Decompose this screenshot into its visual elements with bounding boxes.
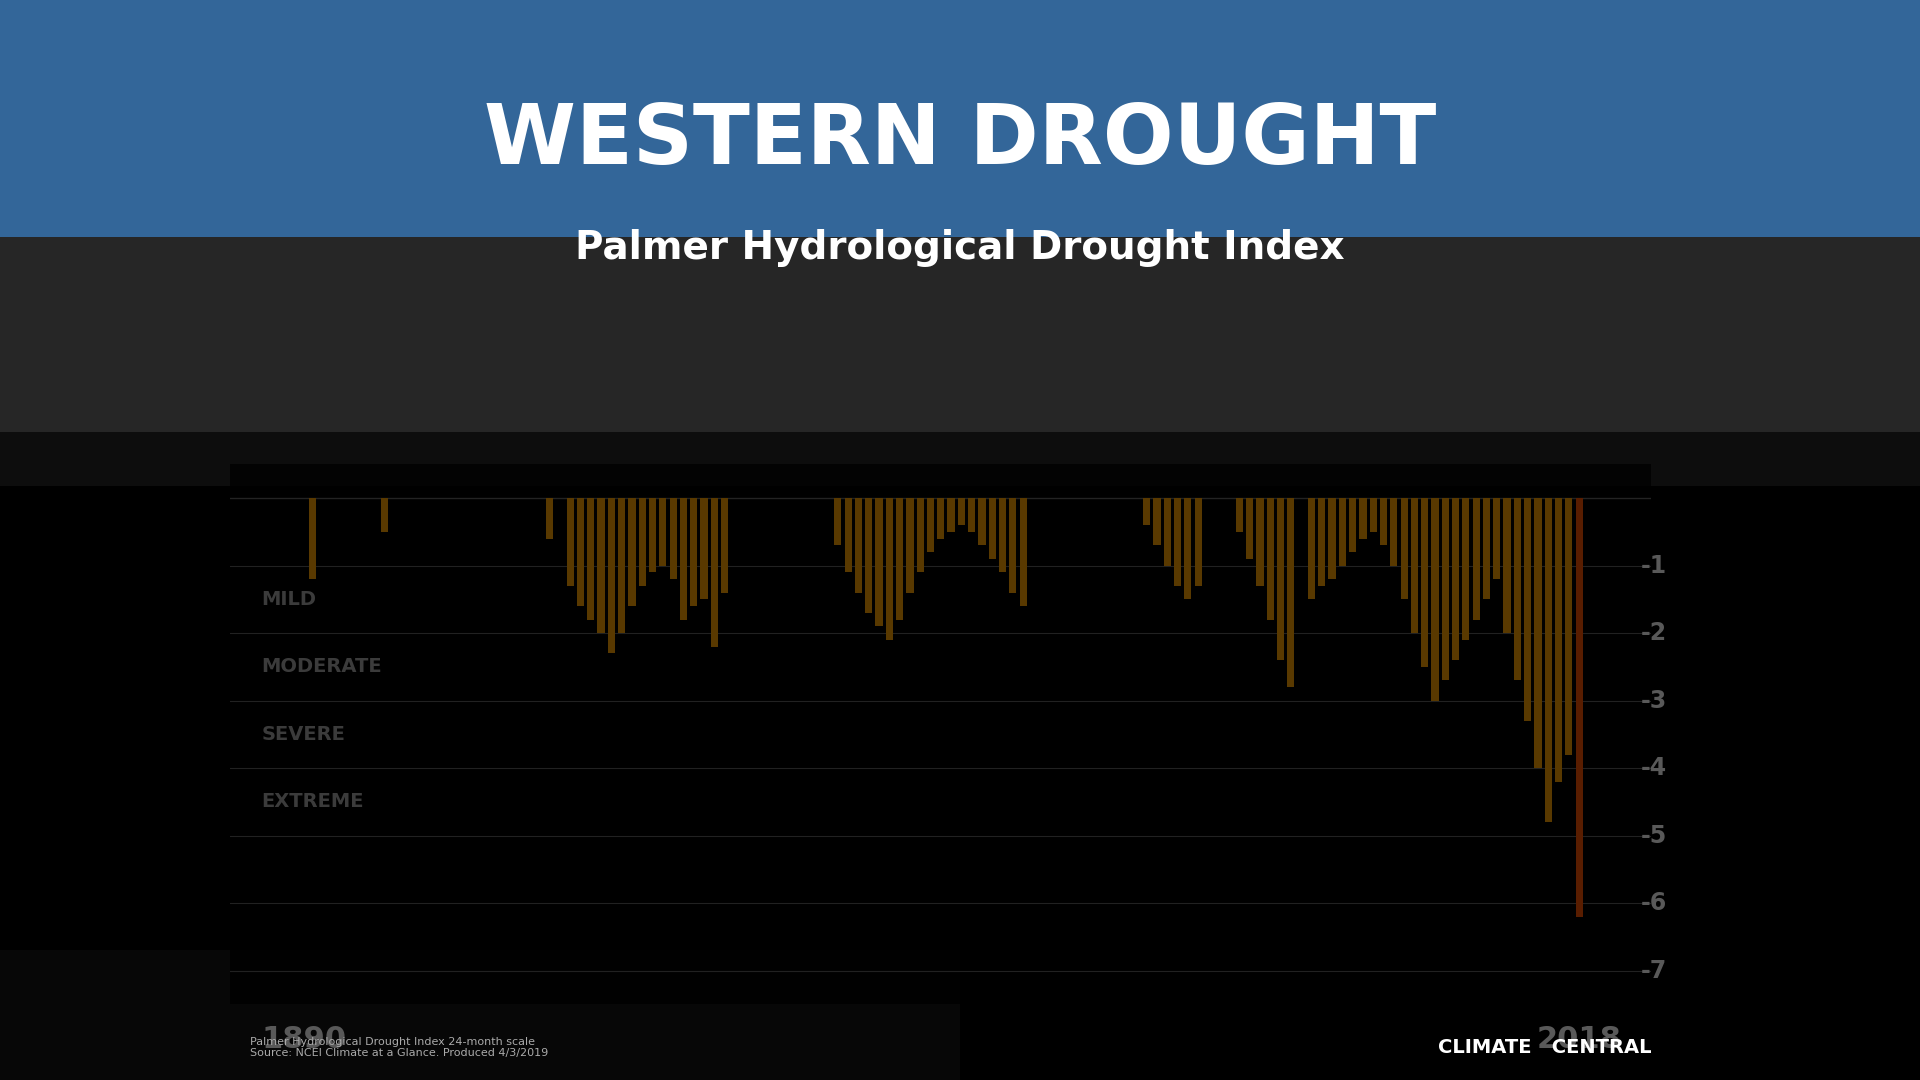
Bar <box>876 498 883 626</box>
Bar <box>710 498 718 647</box>
Bar <box>588 498 595 620</box>
Bar <box>854 498 862 593</box>
Bar <box>1369 498 1377 531</box>
Bar <box>1359 498 1367 539</box>
Bar <box>979 498 985 545</box>
Bar <box>309 498 317 579</box>
Bar <box>1463 498 1469 639</box>
Bar <box>1524 498 1532 721</box>
Bar <box>1154 498 1160 545</box>
Text: 2018: 2018 <box>1536 1025 1622 1054</box>
Bar <box>989 498 996 559</box>
Bar <box>927 498 935 552</box>
Bar <box>649 498 657 572</box>
Bar <box>701 498 708 599</box>
Bar <box>1380 498 1386 545</box>
Bar <box>885 498 893 639</box>
Bar <box>576 498 584 606</box>
Bar <box>1432 498 1438 701</box>
Text: MILD: MILD <box>261 590 317 609</box>
Bar <box>1020 498 1027 606</box>
Bar <box>1421 498 1428 666</box>
Text: -7: -7 <box>1642 959 1667 983</box>
Bar <box>1185 498 1192 599</box>
Bar <box>1544 498 1551 822</box>
Bar <box>1319 498 1325 585</box>
Bar <box>1329 498 1336 579</box>
Bar <box>1494 498 1500 579</box>
Bar <box>1142 498 1150 525</box>
Bar <box>1256 498 1263 585</box>
Bar <box>1442 498 1450 680</box>
Bar <box>1473 498 1480 620</box>
Bar <box>968 498 975 531</box>
Text: EXTREME: EXTREME <box>261 793 363 811</box>
Bar <box>1565 498 1572 755</box>
Bar <box>1338 498 1346 566</box>
Bar <box>835 498 841 545</box>
Text: -6: -6 <box>1642 891 1667 915</box>
Bar <box>1555 498 1563 782</box>
Text: Palmer Hydrological Drought Index: Palmer Hydrological Drought Index <box>576 229 1344 268</box>
FancyBboxPatch shape <box>0 302 1920 1080</box>
Bar <box>845 498 852 572</box>
Bar <box>1513 498 1521 680</box>
Text: 1890: 1890 <box>261 1025 346 1054</box>
Text: MODERATE: MODERATE <box>261 658 382 676</box>
Bar <box>609 498 614 653</box>
Text: -2: -2 <box>1642 621 1667 645</box>
Bar <box>545 498 553 539</box>
Bar <box>1576 498 1582 917</box>
Text: -4: -4 <box>1642 756 1667 780</box>
Bar <box>597 498 605 633</box>
Bar <box>1534 498 1542 768</box>
Bar <box>689 498 697 606</box>
Text: Palmer Hydrological Drought Index 24-month scale
Source: NCEI Climate at a Glanc: Palmer Hydrological Drought Index 24-mon… <box>250 1037 547 1058</box>
Bar <box>1400 498 1407 599</box>
Text: -5: -5 <box>1642 824 1667 848</box>
Bar <box>566 498 574 585</box>
Bar <box>628 498 636 606</box>
Bar <box>866 498 872 612</box>
Bar <box>1350 498 1356 552</box>
Bar <box>937 498 945 539</box>
Bar <box>916 498 924 572</box>
Bar <box>618 498 626 633</box>
Bar <box>1390 498 1398 566</box>
Text: SEVERE: SEVERE <box>261 725 346 744</box>
Bar <box>958 498 966 525</box>
Bar <box>1194 498 1202 585</box>
Bar <box>659 498 666 566</box>
Bar <box>1246 498 1254 559</box>
Bar <box>1503 498 1511 633</box>
Text: -1: -1 <box>1642 554 1667 578</box>
Text: -3: -3 <box>1642 689 1667 713</box>
Bar <box>1286 498 1294 687</box>
Bar <box>1236 498 1242 531</box>
Text: WESTERN DROUGHT: WESTERN DROUGHT <box>484 99 1436 180</box>
Bar <box>639 498 645 585</box>
Bar <box>670 498 676 579</box>
Bar <box>1267 498 1273 620</box>
Bar <box>382 498 388 531</box>
Bar <box>722 498 728 593</box>
Bar <box>897 498 902 620</box>
Bar <box>947 498 954 531</box>
Bar <box>1277 498 1284 660</box>
Bar <box>1164 498 1171 566</box>
Bar <box>1482 498 1490 599</box>
Bar <box>1411 498 1419 633</box>
Bar <box>1308 498 1315 599</box>
Bar <box>1173 498 1181 585</box>
Bar <box>998 498 1006 572</box>
Bar <box>1452 498 1459 660</box>
Bar <box>680 498 687 620</box>
Bar <box>906 498 914 593</box>
Text: CLIMATE   CENTRAL: CLIMATE CENTRAL <box>1438 1038 1651 1057</box>
Bar <box>1010 498 1016 593</box>
